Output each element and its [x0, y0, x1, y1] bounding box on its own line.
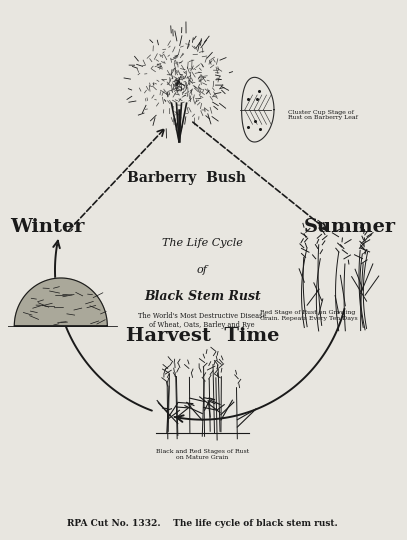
Text: Barberry  Bush: Barberry Bush: [127, 171, 246, 185]
Text: Harvest  Time: Harvest Time: [126, 327, 279, 345]
Text: RPA Cut No. 1332.    The life cycle of black stem rust.: RPA Cut No. 1332. The life cycle of blac…: [67, 518, 338, 528]
Text: Black Stem Rust: Black Stem Rust: [144, 290, 260, 303]
Text: Winter: Winter: [10, 218, 85, 236]
Text: Black and Red Stages of Rust
on Mature Grain: Black and Red Stages of Rust on Mature G…: [155, 449, 249, 460]
Text: Black Stage on Straw,
Scabble and Wild Grasses: Black Stage on Straw, Scabble and Wild G…: [20, 305, 103, 315]
Text: Cluster Cup Stage of
Rust on Barberry Leaf: Cluster Cup Stage of Rust on Barberry Le…: [287, 110, 357, 120]
Text: Summer: Summer: [304, 218, 396, 236]
Polygon shape: [14, 278, 107, 326]
Text: The Life Cycle: The Life Cycle: [162, 238, 243, 248]
Text: The World's Most Destructive Disease
of Wheat, Oats, Barley and Rye: The World's Most Destructive Disease of …: [138, 312, 267, 329]
Text: of: of: [197, 265, 208, 275]
Text: Red Stage of Rust on Growing
Grain. Repeats Every Ten Days: Red Stage of Rust on Growing Grain. Repe…: [260, 310, 358, 321]
